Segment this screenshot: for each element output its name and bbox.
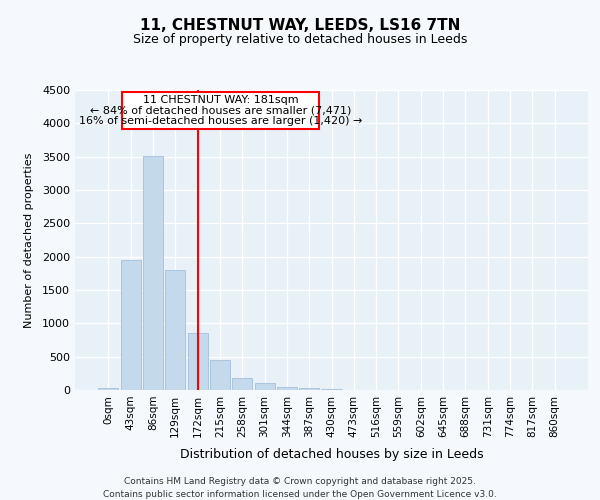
Bar [299, 388, 319, 390]
Bar [143, 156, 163, 390]
Text: 11, CHESTNUT WAY, LEEDS, LS16 7TN: 11, CHESTNUT WAY, LEEDS, LS16 7TN [140, 18, 460, 32]
Text: 16% of semi-detached houses are larger (1,420) →: 16% of semi-detached houses are larger (… [79, 116, 362, 126]
Bar [210, 360, 230, 390]
X-axis label: Distribution of detached houses by size in Leeds: Distribution of detached houses by size … [179, 448, 484, 461]
Text: Size of property relative to detached houses in Leeds: Size of property relative to detached ho… [133, 32, 467, 46]
Text: ← 84% of detached houses are smaller (7,471): ← 84% of detached houses are smaller (7,… [90, 105, 351, 115]
Bar [277, 386, 297, 390]
Bar [232, 378, 252, 390]
Bar [98, 388, 118, 390]
Bar [188, 334, 208, 390]
Bar [121, 260, 141, 390]
Text: 11 CHESTNUT WAY: 181sqm: 11 CHESTNUT WAY: 181sqm [143, 94, 298, 104]
Text: Contains public sector information licensed under the Open Government Licence v3: Contains public sector information licen… [103, 490, 497, 499]
Bar [165, 270, 185, 390]
Text: Contains HM Land Registry data © Crown copyright and database right 2025.: Contains HM Land Registry data © Crown c… [124, 478, 476, 486]
Y-axis label: Number of detached properties: Number of detached properties [23, 152, 34, 328]
FancyBboxPatch shape [122, 92, 319, 128]
Bar [254, 384, 275, 390]
